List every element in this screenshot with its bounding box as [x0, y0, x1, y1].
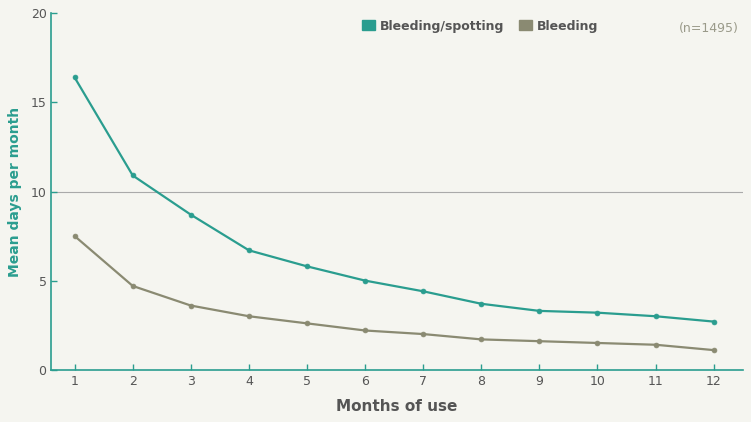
Text: (n=1495): (n=1495): [680, 22, 739, 35]
X-axis label: Months of use: Months of use: [336, 399, 457, 414]
Y-axis label: Mean days per month: Mean days per month: [8, 106, 23, 276]
Legend: Bleeding/spotting, Bleeding: Bleeding/spotting, Bleeding: [363, 19, 598, 32]
